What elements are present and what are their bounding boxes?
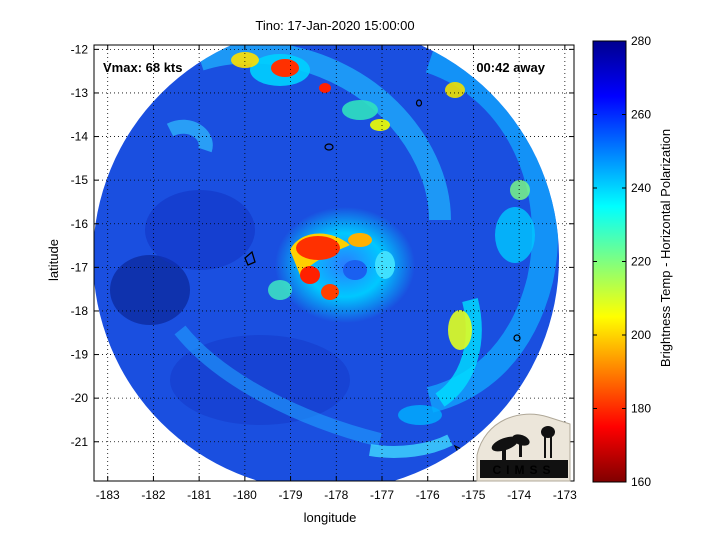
x-tick-label: -175	[461, 488, 485, 502]
colorbar-tick-label: 180	[631, 402, 651, 416]
y-tick-label: -12	[71, 42, 89, 56]
y-tick-label: -14	[71, 130, 89, 144]
grid-lines	[94, 45, 574, 481]
axes-frame	[93, 44, 575, 482]
colorbar-tick-label: 220	[631, 255, 651, 269]
x-tick-label: -183	[96, 488, 120, 502]
x-tick-label: -176	[416, 488, 440, 502]
y-tick-label: -13	[71, 86, 89, 100]
y-tick-label: -18	[71, 304, 89, 318]
chart-title: Tino: 17-Jan-2020 15:00:00	[255, 18, 414, 33]
x-tick-label: -180	[233, 488, 257, 502]
colorbar-gradient	[592, 40, 627, 483]
colorbar-tick-label: 200	[631, 328, 651, 342]
y-tick-label: -19	[71, 348, 89, 362]
x-tick-label: -173	[553, 488, 577, 502]
y-tick-label: -16	[71, 217, 89, 231]
satellite-dish-icon	[491, 436, 519, 452]
water-tower-icon	[541, 426, 555, 438]
x-tick-label: -179	[279, 488, 303, 502]
y-tick-label: -17	[71, 260, 89, 274]
x-tick-label: -174	[507, 488, 531, 502]
x-axis-label: longitude	[304, 510, 357, 525]
logo-text: CIMSS	[492, 463, 555, 477]
y-axis-label: latitude	[46, 239, 61, 281]
y-tick-label: -20	[71, 391, 89, 405]
colorbar-tick-label: 280	[631, 34, 651, 48]
vmax-label: Vmax: 68 kts	[103, 60, 183, 75]
x-tick-label: -182	[141, 488, 165, 502]
time-away-label: 00:42 away	[476, 60, 545, 75]
colorbar-tick-label: 240	[631, 181, 651, 195]
x-tick-label: -177	[370, 488, 394, 502]
y-tick-label: -21	[71, 435, 89, 449]
colorbar: 280 260 240 220 200 180 160 Brightness Temp - …	[592, 34, 673, 489]
colorbar-label: Brightness Temp - Horizontal Polarizatio…	[658, 129, 673, 367]
y-tick-label: -15	[71, 173, 89, 187]
x-tick-label: -178	[324, 488, 348, 502]
x-axis-ticks: -183 -182 -181 -180 -179 -178 -177 -176 -175 -174…	[96, 45, 577, 502]
cimss-logo: CIMSS	[476, 413, 571, 482]
colorbar-ticks: 280 260 240 220 200 180 160	[593, 34, 651, 489]
colorbar-tick-label: 260	[631, 108, 651, 122]
colorbar-tick-label: 160	[631, 475, 651, 489]
y-axis-ticks: -12 -13 -14 -15 -16 -17 -18 -19 -20 -21	[71, 42, 574, 449]
x-tick-label: -181	[187, 488, 211, 502]
swath-image	[94, 45, 559, 481]
